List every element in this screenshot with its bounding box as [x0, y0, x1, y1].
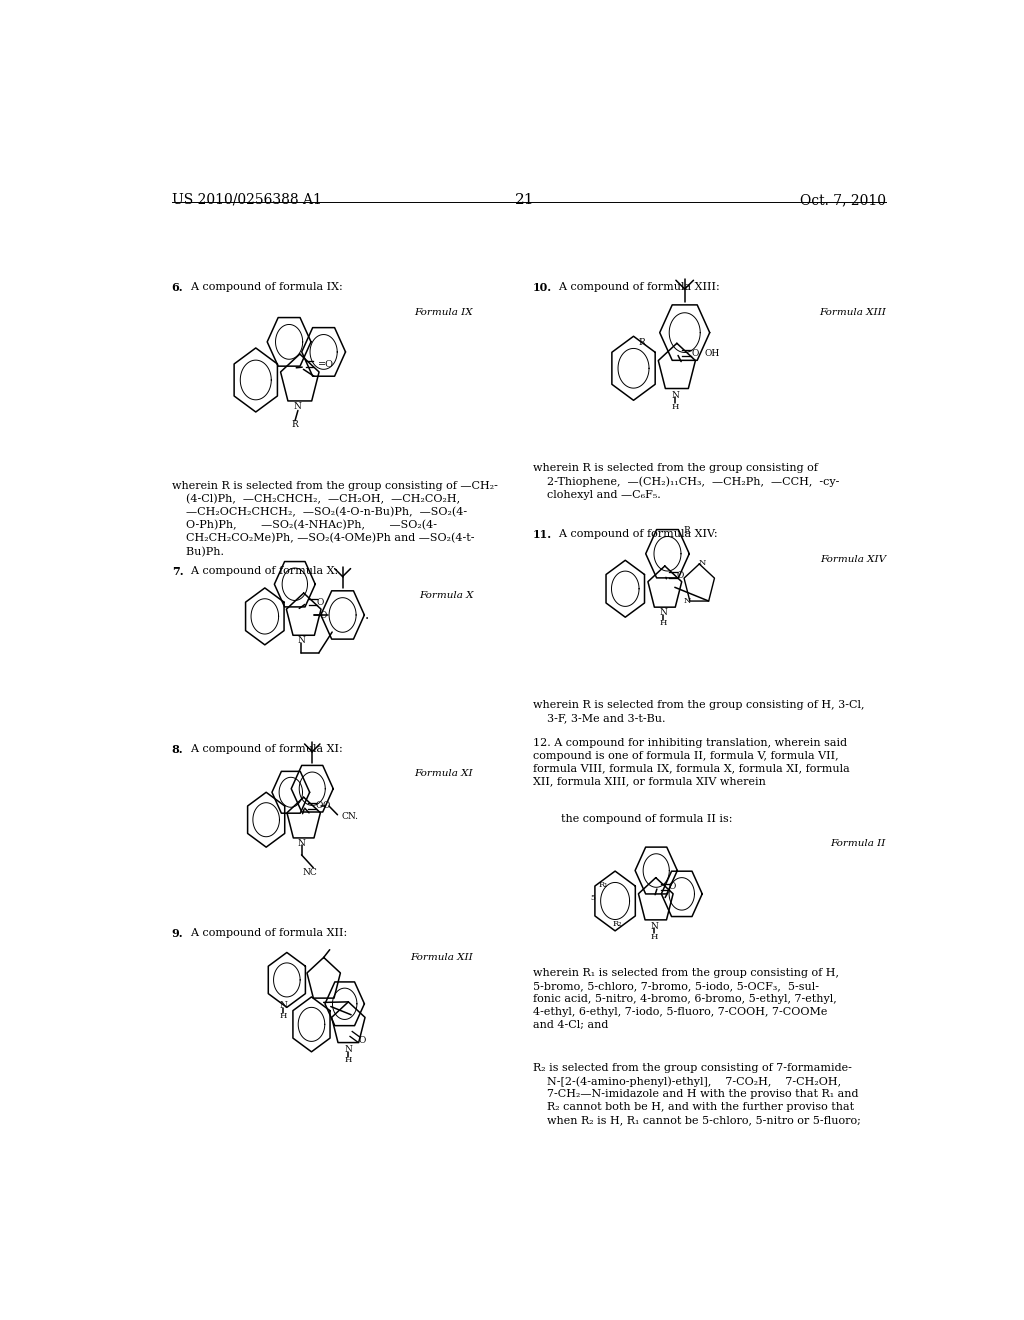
Text: O: O: [316, 598, 324, 607]
Text: 12. A compound for inhibiting translation, wherein said
compound is one of formu: 12. A compound for inhibiting translatio…: [532, 738, 850, 787]
Text: H: H: [672, 403, 679, 411]
Text: R: R: [639, 338, 645, 347]
Text: 5: 5: [591, 894, 595, 902]
Text: R: R: [292, 420, 298, 429]
Text: A compound of formula XIV:: A compound of formula XIV:: [552, 529, 718, 540]
Text: O: O: [677, 570, 684, 579]
Text: H: H: [659, 619, 667, 627]
Text: CN.: CN.: [342, 812, 358, 821]
Text: R: R: [683, 525, 690, 535]
Text: 9.: 9.: [172, 928, 183, 939]
Text: US 2010/0256388 A1: US 2010/0256388 A1: [172, 193, 322, 207]
Text: H: H: [650, 932, 657, 941]
Text: 7.: 7.: [172, 566, 183, 577]
Text: N: N: [280, 1002, 287, 1011]
Text: Formula X: Formula X: [419, 591, 473, 601]
Text: Formula XIV: Formula XIV: [820, 554, 886, 564]
Text: wherein R is selected from the group consisting of —CH₂-
    (4-Cl)Ph,  —CH₂CHCH: wherein R is selected from the group con…: [172, 480, 498, 557]
Text: N: N: [294, 403, 302, 412]
Text: O: O: [358, 1036, 366, 1045]
Text: N: N: [671, 391, 679, 400]
Text: .: .: [365, 609, 370, 622]
Text: N: N: [650, 921, 658, 931]
Text: wherein R is selected from the group consisting of
    2-Thiophene,  —(CH₂)₁₁CH₃: wherein R is selected from the group con…: [532, 463, 839, 500]
Text: wherein R is selected from the group consisting of H, 3-Cl,
    3-F, 3-Me and 3-: wherein R is selected from the group con…: [532, 700, 864, 723]
Text: 21: 21: [515, 193, 535, 207]
Text: A compound of formula XI:: A compound of formula XI:: [184, 744, 343, 754]
Text: O: O: [323, 801, 330, 810]
Text: 10.: 10.: [532, 282, 552, 293]
Text: O: O: [691, 348, 698, 358]
Text: Oct. 7, 2010: Oct. 7, 2010: [800, 193, 886, 207]
Text: Formula XII: Formula XII: [411, 953, 473, 962]
Text: Formula XI: Formula XI: [415, 770, 473, 779]
Text: A compound of formula X:: A compound of formula X:: [184, 566, 339, 576]
Text: OH: OH: [705, 348, 720, 358]
Text: N: N: [698, 558, 706, 566]
Text: O: O: [668, 882, 676, 891]
Text: NC: NC: [303, 869, 317, 876]
Text: R₂ is selected from the group consisting of 7-formamide-
    N-[2-(4-amino-pheny: R₂ is selected from the group consisting…: [532, 1063, 860, 1125]
Text: 8.: 8.: [172, 744, 183, 755]
Text: A compound of formula XII:: A compound of formula XII:: [184, 928, 347, 937]
Text: the compound of formula II is:: the compound of formula II is:: [560, 814, 732, 824]
Text: N: N: [344, 1045, 352, 1055]
Text: A compound of formula IX:: A compound of formula IX:: [184, 282, 343, 293]
Text: R₂: R₂: [612, 920, 623, 928]
Text: N: N: [659, 609, 667, 618]
Text: A compound of formula XIII:: A compound of formula XIII:: [552, 282, 720, 293]
Text: H: H: [280, 1011, 287, 1019]
Text: 11.: 11.: [532, 529, 552, 540]
Text: 6.: 6.: [172, 282, 183, 293]
Text: O: O: [315, 801, 323, 810]
Text: =O: =O: [318, 359, 334, 368]
Text: Formula IX: Formula IX: [415, 308, 473, 317]
Text: H: H: [345, 1056, 352, 1064]
Text: wherein R₁ is selected from the group consisting of H,
5-bromo, 5-chloro, 7-brom: wherein R₁ is selected from the group co…: [532, 969, 839, 1030]
Text: N: N: [683, 597, 691, 605]
Text: Formula II: Formula II: [830, 840, 886, 849]
Text: N: N: [297, 636, 305, 645]
Text: R₁: R₁: [598, 882, 607, 890]
Text: Formula XIII: Formula XIII: [819, 308, 886, 317]
Text: O: O: [319, 611, 327, 620]
Text: N: N: [298, 838, 305, 847]
